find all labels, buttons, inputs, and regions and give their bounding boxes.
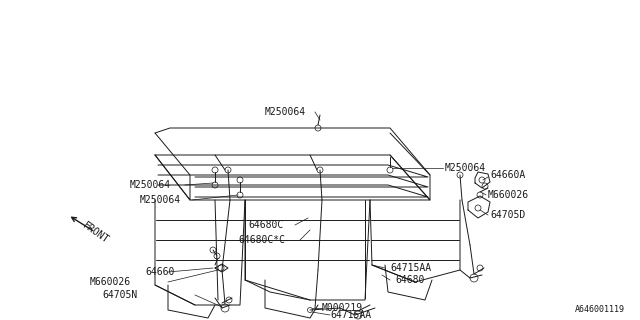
Text: M000219: M000219: [322, 303, 363, 313]
Text: M660026: M660026: [488, 190, 529, 200]
Text: M660026: M660026: [90, 277, 131, 287]
Text: 64680C: 64680C: [248, 220, 284, 230]
Text: M250064: M250064: [130, 180, 171, 190]
Text: 64660: 64660: [145, 267, 174, 277]
Text: 64715AA: 64715AA: [330, 310, 371, 320]
Text: M250064: M250064: [140, 195, 181, 205]
Text: M250064: M250064: [265, 107, 306, 117]
Text: A646001119: A646001119: [575, 305, 625, 314]
Text: 64715AA: 64715AA: [390, 263, 431, 273]
Text: 64660A: 64660A: [490, 170, 525, 180]
Text: 64680C*C: 64680C*C: [238, 235, 285, 245]
Text: 64680: 64680: [395, 275, 424, 285]
Text: FRONT: FRONT: [81, 221, 111, 246]
Text: 64705D: 64705D: [490, 210, 525, 220]
Text: M250064: M250064: [445, 163, 486, 173]
Text: 64705N: 64705N: [102, 290, 137, 300]
